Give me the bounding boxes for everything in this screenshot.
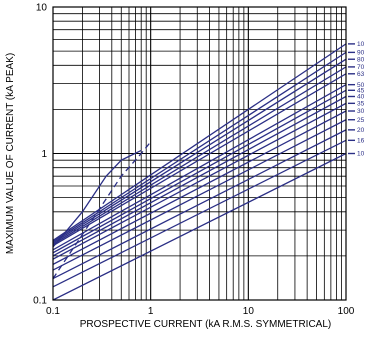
series-line-45: [53, 89, 346, 254]
series-line-16: [53, 139, 346, 288]
series-line-80: [53, 58, 346, 244]
rating-label-45: 45: [357, 88, 365, 95]
x-tick-label: 10: [243, 306, 255, 317]
rating-label-10: 10: [357, 151, 365, 158]
rating-label-35: 35: [357, 101, 365, 108]
series-line-10: [53, 43, 346, 241]
series-line-70: [53, 66, 346, 245]
plot-frame: [52, 6, 347, 301]
rating-label-25: 25: [357, 117, 365, 124]
y-tick-labels: 0.1 1 10: [33, 3, 47, 307]
x-tick-label: 0.1: [46, 306, 60, 317]
rating-label-70: 70: [357, 64, 365, 71]
series-line-30: [53, 110, 346, 265]
rating-label-30: 30: [357, 108, 365, 115]
series-line-35: [53, 102, 346, 260]
rating-label-20: 20: [357, 127, 365, 134]
y-tick-label: 1: [41, 149, 47, 160]
x-tick-label: 1: [148, 306, 154, 317]
series-line-40: [53, 95, 346, 257]
series-line-20: [53, 129, 346, 280]
envelope-solid-line: [53, 149, 142, 248]
series-line-50: [53, 84, 346, 251]
x-tick-labels: 0.1 1 10 100: [46, 306, 355, 317]
x-tick-label: 100: [338, 306, 355, 317]
rating-label-63: 63: [357, 71, 365, 78]
rating-label-16: 16: [357, 138, 365, 145]
series-line-25: [53, 119, 346, 271]
series-lines: [53, 43, 346, 300]
rating-label-80: 80: [357, 56, 365, 63]
series-line-10: [53, 152, 346, 300]
series-line-90: [53, 51, 346, 243]
series-line-63: [53, 73, 346, 247]
rating-label-10: 10: [357, 41, 365, 48]
x-axis-title: PROSPECTIVE CURRENT (kA R.M.S. SYMMETRIC…: [80, 319, 332, 330]
y-axis-title: MAXIMUM VALUE OF CURRENT (kA PEAK): [5, 53, 16, 254]
rating-label-90: 90: [357, 50, 365, 57]
rating-label-50: 50: [357, 82, 365, 89]
y-tick-label: 0.1: [33, 296, 47, 307]
y-tick-label: 10: [36, 3, 48, 14]
grid: [53, 7, 346, 300]
rating-label-40: 40: [357, 94, 365, 101]
